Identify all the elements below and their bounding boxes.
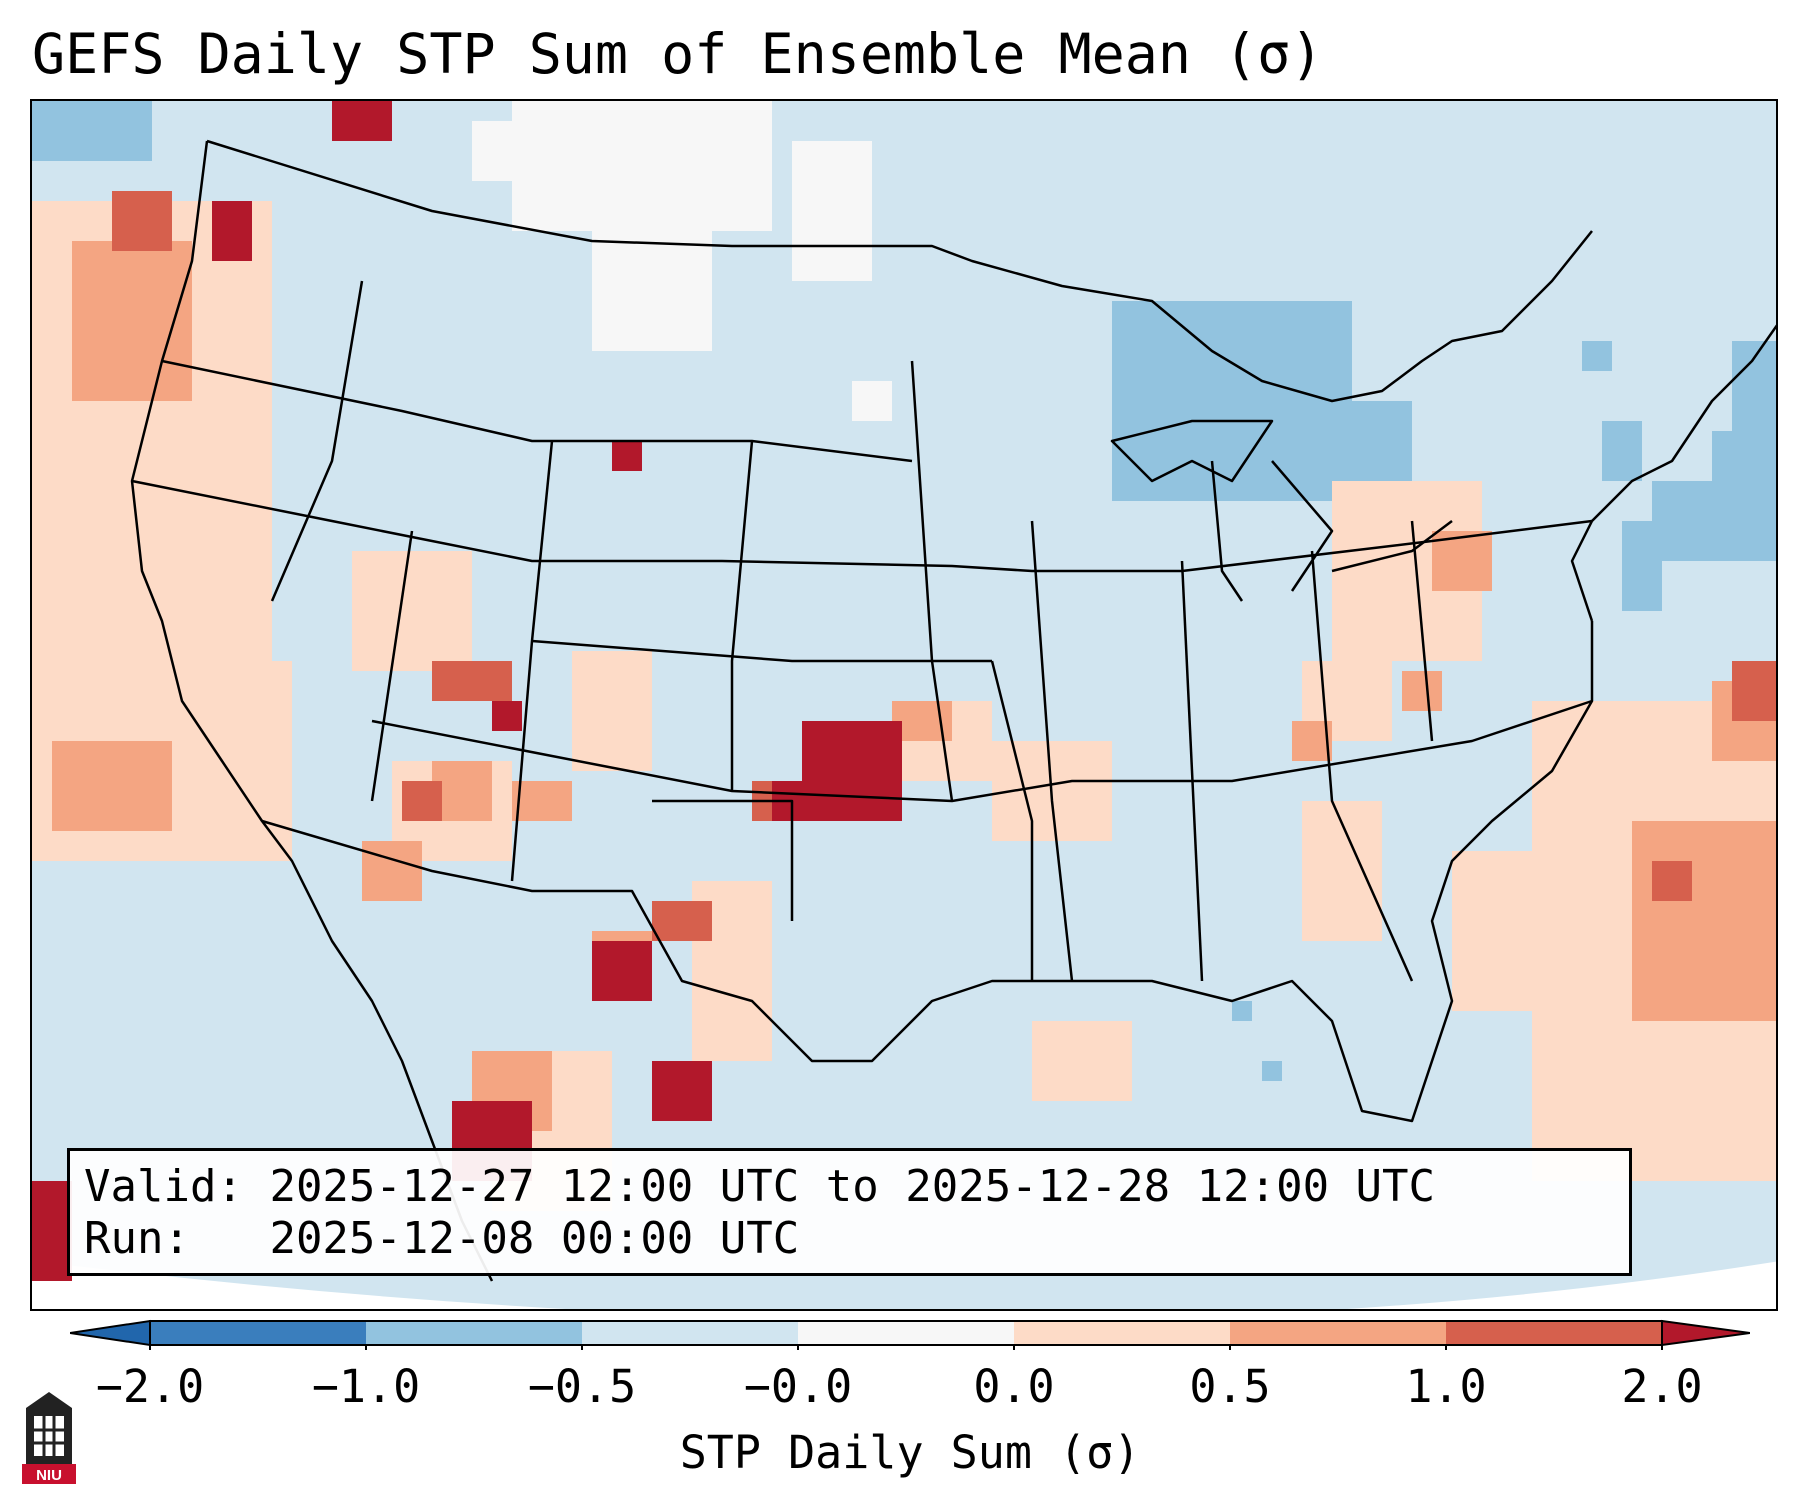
colorbar-segment-3: [582, 1321, 798, 1345]
run-label: Run:: [84, 1213, 190, 1264]
colorbar-extend-low: [70, 1319, 151, 1347]
valid-run-info-box: Valid: 2025-12-27 12:00 UTC to 2025-12-2…: [67, 1148, 1632, 1276]
near-zero-cells: [472, 101, 892, 421]
colorbar-segment-6: [1230, 1321, 1446, 1345]
logo-text: NIU: [36, 1467, 62, 1484]
colorbar-outline: [149, 1320, 1663, 1346]
colorbar-tick-label: −2.0: [95, 1360, 205, 1413]
run-row: Run: 2025-12-08 00:00 UTC: [84, 1213, 1629, 1265]
colorbar-segment-2: [366, 1321, 582, 1345]
colorbar-tick-label: 2.0: [1621, 1360, 1703, 1413]
boundaries: [130, 139, 1776, 1282]
valid-value: 2025-12-27 12:00 UTC to 2025-12-28 12:00…: [269, 1161, 1436, 1212]
colorbar-extend-high: [1661, 1319, 1750, 1347]
strong-positive-cells: [112, 191, 1776, 941]
colorbar-segment-5: [1014, 1321, 1230, 1345]
colorbar-tick-label: 0.0: [973, 1360, 1055, 1413]
colorbar: [70, 1319, 1750, 1350]
colorbar-segment-4: [798, 1321, 1014, 1345]
colorbar-tick-label: 1.0: [1405, 1360, 1487, 1413]
colorbar-tick-label: −0.0: [743, 1360, 853, 1413]
colorbar-tick-label: −0.5: [527, 1360, 637, 1413]
colorbar-tick-marks: [149, 1345, 1663, 1350]
map-panel[interactable]: [30, 99, 1778, 1311]
negative-cells: [32, 101, 1776, 1081]
valid-row: Valid: 2025-12-27 12:00 UTC to 2025-12-2…: [84, 1161, 1629, 1213]
colorbar-label: STP Daily Sum (σ): [679, 1426, 1141, 1479]
run-value: 2025-12-08 00:00 UTC: [269, 1213, 800, 1264]
niu-logo: NIU: [22, 1392, 76, 1484]
colorbar-tick-label: 0.5: [1189, 1360, 1271, 1413]
chart-title: GEFS Daily STP Sum of Ensemble Mean (σ): [32, 22, 1324, 86]
colorbar-segment-1: [150, 1321, 366, 1345]
extreme-positive-cells: [32, 101, 902, 1281]
valid-label: Valid:: [84, 1161, 243, 1212]
colorbar-segment-7: [1446, 1321, 1662, 1345]
map-svg: [32, 101, 1776, 1309]
colorbar-tick-label: −1.0: [311, 1360, 421, 1413]
